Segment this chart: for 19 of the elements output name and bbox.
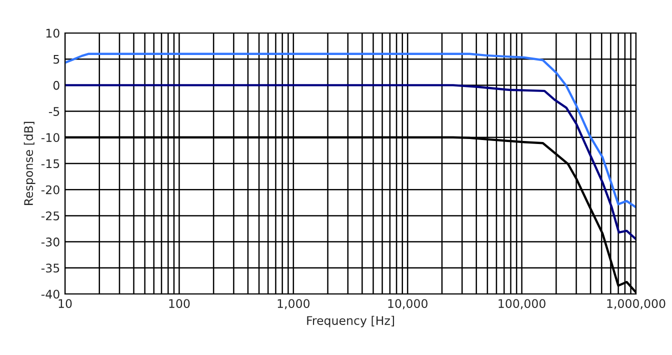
x-tick-label: 100,000 <box>498 299 546 310</box>
y-tick-label: -30 <box>41 238 60 246</box>
y-tick-label: -5 <box>48 107 60 116</box>
y-tick-label: -15 <box>41 159 60 168</box>
y-tick-label: -35 <box>41 264 60 273</box>
x-tick-label: 10 <box>58 299 72 308</box>
y-tick-label: 0 <box>53 80 60 90</box>
x-tick-label: 100 <box>169 299 190 308</box>
x-axis-title: Frequency [Hz] <box>307 316 394 328</box>
y-tick-label: 5 <box>54 54 60 64</box>
x-tick-label: 10,000 <box>388 299 428 310</box>
y-axis-title: Response [dB] <box>24 122 36 205</box>
x-tick-label: 1,000,000 <box>607 299 666 310</box>
y-tick-label: -20 <box>41 185 60 194</box>
y-tick-label: -25 <box>41 211 60 220</box>
y-tick-label: -10 <box>41 133 60 142</box>
x-tick-label: 1,000 <box>278 299 310 310</box>
y-tick-label: 10 <box>46 28 60 38</box>
y-tick-label: -40 <box>41 290 60 299</box>
